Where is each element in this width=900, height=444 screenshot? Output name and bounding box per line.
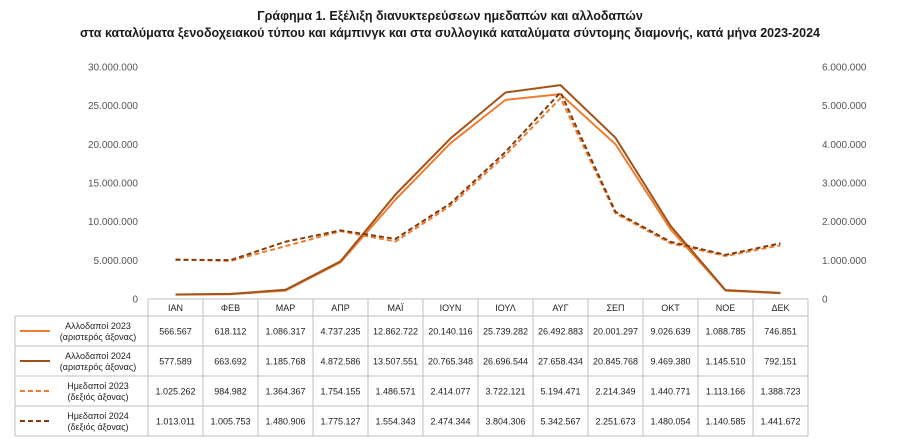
y-left-tick-label: 0 bbox=[132, 295, 138, 306]
data-label: 2.474.344 bbox=[430, 417, 470, 427]
data-label: 1.140.585 bbox=[705, 417, 745, 427]
x-tick-label: ΦΕΒ bbox=[221, 303, 240, 313]
data-label: 20.845.768 bbox=[593, 357, 638, 367]
data-label: 984.982 bbox=[214, 387, 247, 397]
data-label: 20.140.116 bbox=[428, 327, 472, 337]
data-label: 1.113.166 bbox=[706, 387, 745, 397]
data-label: 1.025.262 bbox=[155, 387, 195, 397]
data-label: 20.765.348 bbox=[428, 357, 473, 367]
legend-axis-note: (αριστερός άξονας) bbox=[60, 332, 136, 342]
data-label: 27.658.434 bbox=[538, 357, 583, 367]
legend-label: Αλλοδαποί 2024 bbox=[65, 351, 131, 361]
data-label: 1.480.906 bbox=[265, 417, 305, 427]
data-label: 577.589 bbox=[159, 357, 192, 367]
data-label: 1.554.343 bbox=[375, 417, 415, 427]
data-label: 5.194.471 bbox=[540, 387, 580, 397]
data-label: 2.251.673 bbox=[595, 417, 635, 427]
data-label: 1.145.510 bbox=[705, 357, 745, 367]
x-tick-label: ΑΠΡ bbox=[331, 303, 350, 313]
y-right-tick-label: 1.000.000 bbox=[822, 256, 867, 267]
legend-axis-note: (δεξιός άξονας) bbox=[68, 392, 129, 402]
data-label: 618.112 bbox=[215, 327, 247, 337]
y-left-tick-label: 30.000.000 bbox=[88, 63, 138, 74]
data-label: 9.469.380 bbox=[650, 357, 690, 367]
x-tick-label: ΙΟΥΝ bbox=[440, 303, 462, 313]
x-tick-label: ΜΑΪ bbox=[387, 303, 404, 313]
legend-label: Ημεδαποί 2024 bbox=[67, 411, 129, 421]
data-label: 26.696.544 bbox=[483, 357, 528, 367]
y-right-tick-label: 6.000.000 bbox=[822, 63, 867, 74]
data-label: 1.441.672 bbox=[760, 417, 800, 427]
data-label: 3.722.121 bbox=[485, 387, 525, 397]
data-label: 4.872.586 bbox=[320, 357, 360, 367]
data-label: 20.001.297 bbox=[593, 327, 638, 337]
legend-axis-note: (δεξιός άξονας) bbox=[68, 422, 129, 432]
data-label: 2.214.349 bbox=[595, 387, 635, 397]
data-label: 1.486.571 bbox=[375, 387, 415, 397]
data-label: 1.185.768 bbox=[265, 357, 305, 367]
legend-axis-note: (αριστερός άξονας) bbox=[60, 362, 136, 372]
data-label: 3.804.306 bbox=[485, 417, 525, 427]
chart-title: Γράφημα 1. Εξέλιξη διανυκτερεύσεων ημεδα… bbox=[257, 9, 643, 23]
data-label: 12.862.722 bbox=[373, 327, 418, 337]
x-tick-label: ΔΕΚ bbox=[771, 303, 789, 313]
series-line bbox=[175, 97, 781, 262]
y-left-tick-label: 15.000.000 bbox=[88, 179, 138, 190]
legend-label: Αλλοδαποί 2023 bbox=[65, 321, 131, 331]
series-line bbox=[175, 91, 781, 262]
y-left-tick-label: 10.000.000 bbox=[88, 217, 138, 228]
x-tick-label: ΑΥΓ bbox=[552, 303, 568, 313]
y-left-tick-label: 5.000.000 bbox=[94, 256, 139, 267]
x-tick-label: ΟΚΤ bbox=[661, 303, 680, 313]
y-right-tick-label: 4.000.000 bbox=[822, 140, 867, 151]
chart-subtitle: στα καταλύματα ξενοδοχειακού τύπου και κ… bbox=[80, 26, 820, 40]
y-right-tick-label: 2.000.000 bbox=[822, 217, 867, 228]
data-label: 1.754.155 bbox=[320, 387, 360, 397]
y-right-tick-label: 5.000.000 bbox=[822, 101, 867, 112]
data-label: 1.388.723 bbox=[760, 387, 800, 397]
data-label: 1.364.367 bbox=[265, 387, 305, 397]
data-label: 1.086.317 bbox=[265, 327, 305, 337]
x-tick-label: ΝΟΕ bbox=[716, 303, 736, 313]
y-left-tick-label: 25.000.000 bbox=[88, 101, 138, 112]
data-label: 5.342.567 bbox=[540, 417, 580, 427]
legend-label: Ημεδαποί 2023 bbox=[67, 381, 129, 391]
data-label: 746.851 bbox=[764, 327, 797, 337]
x-tick-label: ΙΑΝ bbox=[168, 303, 183, 313]
data-label: 1.480.054 bbox=[650, 417, 690, 427]
data-label: 13.507.551 bbox=[373, 357, 418, 367]
y-right-tick-label: 0 bbox=[822, 295, 828, 306]
data-label: 1.775.127 bbox=[320, 417, 360, 427]
data-label: 1.088.785 bbox=[705, 327, 745, 337]
data-label: 566.567 bbox=[159, 327, 192, 337]
data-label: 25.739.282 bbox=[483, 327, 528, 337]
series-line bbox=[175, 93, 781, 296]
data-label: 1.440.771 bbox=[650, 387, 690, 397]
data-label: 2.414.077 bbox=[430, 387, 470, 397]
data-label: 1.005.753 bbox=[210, 417, 250, 427]
data-label: 26.492.883 bbox=[538, 327, 583, 337]
x-tick-label: ΙΟΥΛ bbox=[495, 303, 516, 313]
x-tick-label: ΜΑΡ bbox=[276, 303, 296, 313]
data-label: 792.151 bbox=[764, 357, 797, 367]
y-right-tick-label: 3.000.000 bbox=[822, 179, 867, 190]
y-left-tick-label: 20.000.000 bbox=[88, 140, 138, 151]
data-label: 4.737.235 bbox=[320, 327, 360, 337]
data-label: 663.692 bbox=[214, 357, 247, 367]
series-line bbox=[175, 84, 781, 296]
data-label: 9.026.639 bbox=[650, 327, 690, 337]
x-tick-label: ΣΕΠ bbox=[606, 303, 624, 313]
data-label: 1.013.011 bbox=[156, 417, 195, 427]
